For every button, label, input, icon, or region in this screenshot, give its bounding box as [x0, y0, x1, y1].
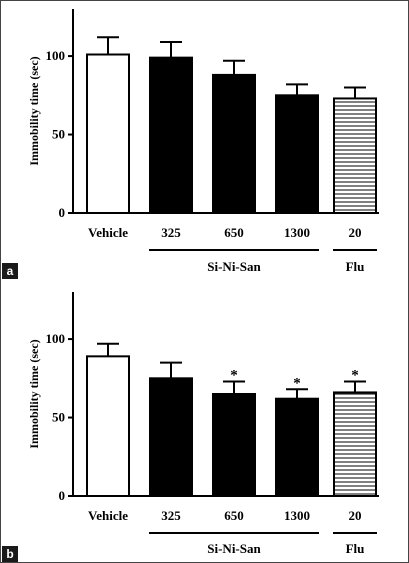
- category-label: Vehicle: [88, 225, 128, 240]
- panel-tag-box: [2, 263, 18, 279]
- bar-650: [212, 73, 256, 214]
- bar-1300: [275, 397, 319, 498]
- category-label: 1300: [284, 508, 310, 523]
- category-label: 20: [349, 225, 362, 240]
- category-label: Vehicle: [88, 508, 128, 523]
- group-label: Flu: [346, 541, 365, 556]
- bar-1300: [275, 94, 319, 214]
- bar-325: [149, 377, 193, 497]
- y-tick-label: 0: [59, 488, 66, 503]
- y-tick-label: 100: [46, 331, 66, 346]
- category-label: 650: [224, 508, 244, 523]
- y-tick-label: 50: [52, 127, 65, 142]
- category-label: 1300: [284, 225, 310, 240]
- category-label: 325: [161, 225, 181, 240]
- group-label: Si-Ni-San: [207, 259, 261, 274]
- group-label: Flu: [346, 259, 365, 274]
- group-label: Si-Ni-San: [207, 541, 261, 556]
- bar-325: [149, 56, 193, 215]
- y-axis-title: Immobility time (sec): [27, 339, 41, 448]
- panel-tag: a: [7, 264, 14, 278]
- chart-panel-a: 0 50 100 Immobility time (sec) Vehicle 325 650…: [2, 9, 379, 279]
- bar-vehicle: [86, 355, 130, 498]
- significance-marker: *: [293, 375, 301, 391]
- significance-marker: *: [351, 367, 359, 383]
- y-tick-label: 100: [46, 48, 66, 63]
- category-label: 325: [161, 508, 181, 523]
- bar-20: [333, 97, 377, 214]
- bar-650: [212, 393, 256, 497]
- y-tick-label: 0: [59, 205, 66, 220]
- significance-marker: *: [230, 367, 238, 383]
- y-axis-title: Immobility time (sec): [27, 56, 41, 165]
- bar-20: [333, 391, 377, 497]
- bar-vehicle: [86, 53, 130, 214]
- panel-tag: b: [6, 547, 13, 561]
- category-label: 650: [224, 225, 244, 240]
- panel-tag-box: [2, 546, 18, 562]
- y-tick-label: 50: [52, 410, 65, 425]
- chart-panel-b: 0 50 100 Immobility time (sec) Vehicle 325 * 65…: [2, 292, 379, 562]
- category-label: 20: [349, 508, 362, 523]
